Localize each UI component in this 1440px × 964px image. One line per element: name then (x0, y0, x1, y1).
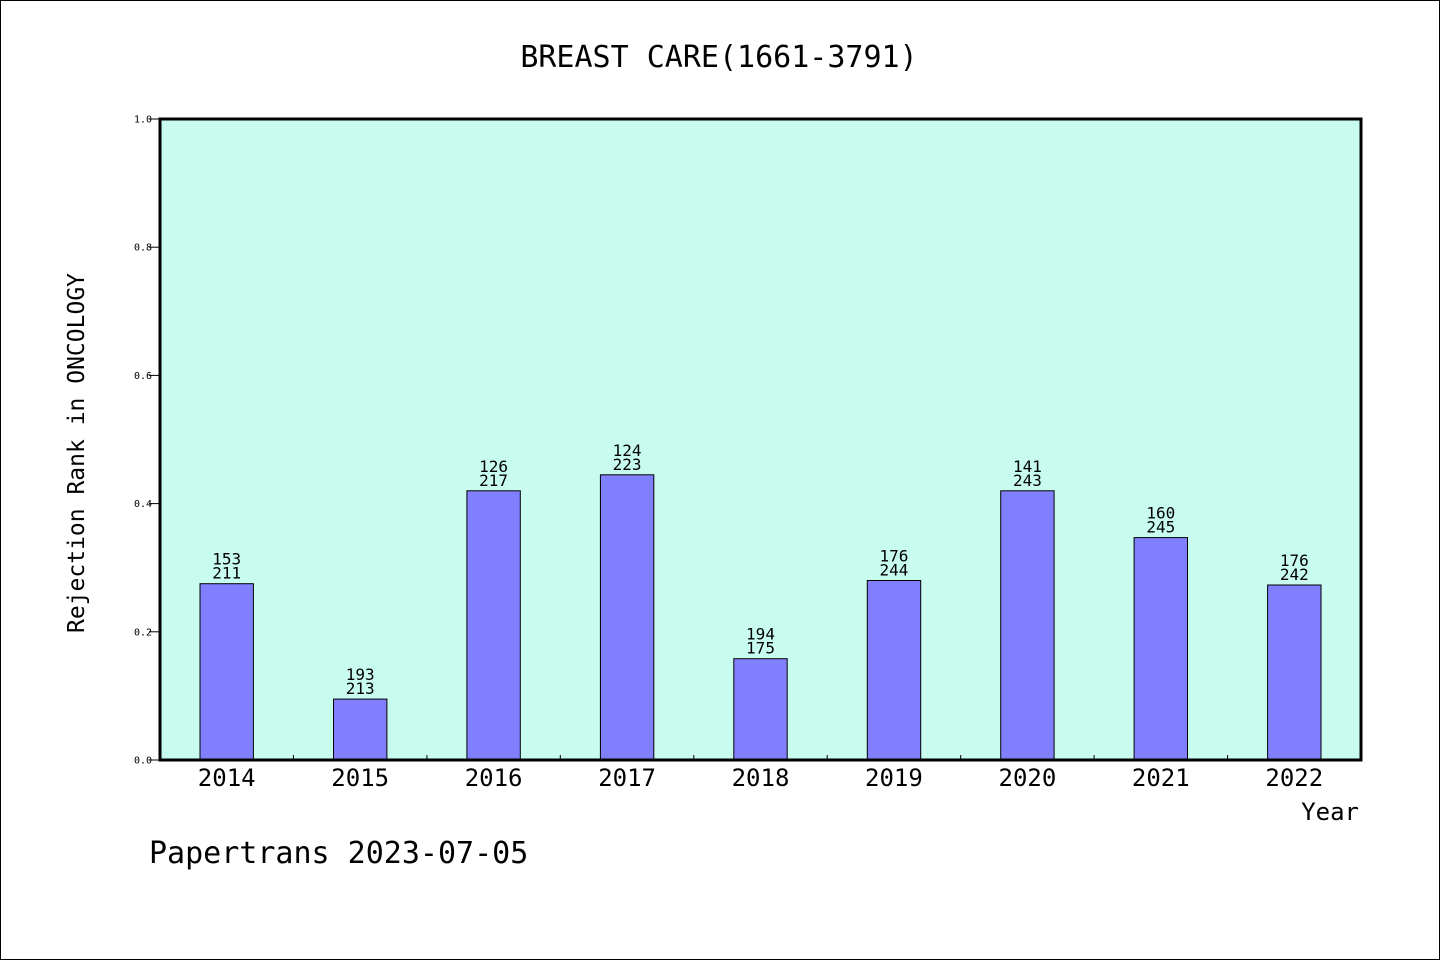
bar-2014 (199, 583, 254, 761)
x-tick-label-2016: 2016 (465, 764, 523, 792)
bar-label-bottom-2019: 244 (879, 561, 908, 580)
bar-label-bottom-2021: 245 (1146, 518, 1175, 537)
bars-group (199, 474, 1322, 761)
y-axis-ticks: 0.0 0.2 0.4 0.6 0.8 1.0 (134, 115, 160, 767)
plot-border (158, 117, 1363, 762)
bar-2022 (1267, 584, 1322, 761)
x-tick-label-2017: 2017 (598, 764, 656, 792)
y-tick-label-1.0: 1.0 (134, 115, 152, 126)
bar-2021 (1133, 537, 1188, 761)
x-tick-label-2014: 2014 (198, 764, 256, 792)
x-axis-label: Year (1301, 798, 1359, 826)
bar-label-bottom-2015: 213 (346, 679, 375, 698)
y-tick-label-0.0: 0.0 (134, 756, 152, 767)
bar-2019 (866, 580, 922, 761)
x-tick-label-2020: 2020 (999, 764, 1057, 792)
bar-label-bottom-2018: 175 (746, 639, 775, 658)
bar-label-top-2019: 176 (879, 547, 908, 566)
bar-label-top-2022: 176 (1280, 551, 1309, 570)
bar-label-bottom-2017: 223 (613, 455, 642, 474)
bar-2016 (466, 490, 521, 761)
y-tick-label-0.8: 0.8 (134, 243, 152, 254)
x-axis-ticks: 2014 2015 2016 2017 2018 2019 2020 2021 2022 (198, 755, 1323, 792)
bar-label-top-2020: 141 (1013, 457, 1042, 476)
x-tick-label-2019: 2019 (865, 764, 923, 792)
bar-label-bottom-2020: 243 (1013, 471, 1042, 490)
x-tick-label-2022: 2022 (1265, 764, 1323, 792)
bar-label-bottom-2016: 217 (479, 471, 508, 490)
chart-title: BREAST CARE(1661-3791) (520, 40, 917, 75)
x-tick-label-2021: 2021 (1132, 764, 1190, 792)
y-axis-label: Rejection Rank in ONCOLOGY (64, 273, 90, 633)
bar-label-top-2016: 126 (479, 457, 508, 476)
bar-label-top-2017: 124 (613, 441, 642, 460)
bar-label-top-2021: 160 (1146, 504, 1175, 523)
bar-label-bottom-2014: 211 (212, 564, 241, 583)
x-tick-label-2018: 2018 (732, 764, 790, 792)
footer-text: Papertrans 2023-07-05 (149, 836, 528, 871)
bar-label-top-2018: 194 (746, 625, 775, 644)
y-tick-label-0.6: 0.6 (134, 371, 152, 382)
x-tick-label-2015: 2015 (331, 764, 389, 792)
y-tick-label-0.4: 0.4 (134, 499, 152, 510)
bar-labels-group: 1532111932131262171242231941751762441412… (212, 441, 1309, 698)
bar-label-bottom-2022: 242 (1280, 565, 1309, 584)
bar-2018 (733, 658, 788, 761)
bar-2015 (333, 698, 388, 761)
bar-label-top-2015: 193 (346, 665, 375, 684)
bar-2020 (1000, 490, 1055, 761)
y-tick-label-0.2: 0.2 (134, 627, 152, 638)
bar-2017 (599, 474, 655, 761)
bar-label-top-2014: 153 (212, 550, 241, 569)
